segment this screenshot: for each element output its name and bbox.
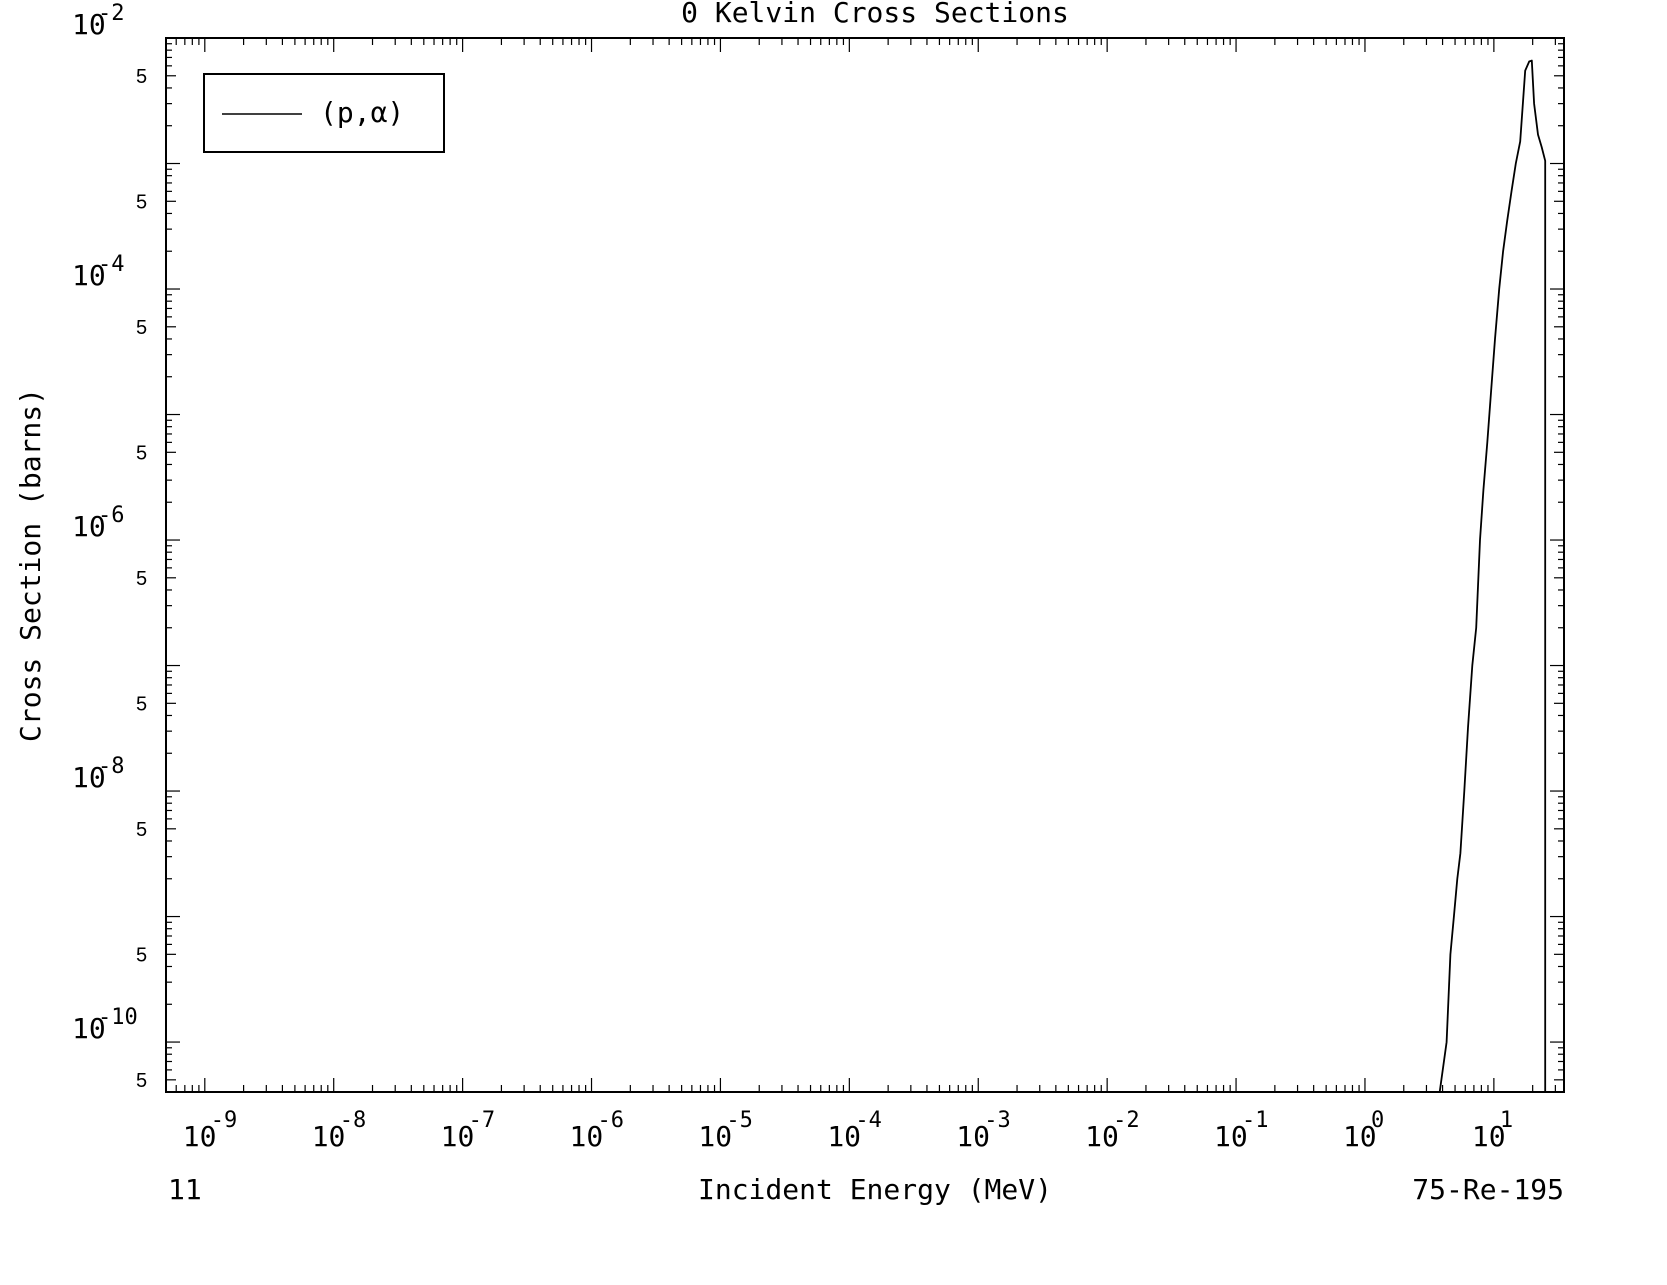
- y-minor-label: 5: [136, 66, 147, 88]
- y-tick-label: 10: [72, 1012, 106, 1045]
- footer-right-nuclide: 75-Re-195: [1412, 1173, 1564, 1206]
- x-tick-exponent: 1: [1500, 1108, 1513, 1133]
- axis-ticks: [165, 37, 1564, 1093]
- y-minor-label: 5: [136, 442, 147, 464]
- x-tick-label: 10: [183, 1120, 217, 1153]
- x-tick-exponent: -4: [855, 1108, 882, 1133]
- x-tick-label: 10: [312, 1120, 346, 1153]
- plot-frame: [165, 37, 1565, 1093]
- x-tick-label: 10: [1085, 1120, 1119, 1153]
- y-minor-label: 5: [136, 1070, 147, 1092]
- x-tick-exponent: 0: [1371, 1108, 1384, 1133]
- legend-label-p-alpha: (p,α): [320, 96, 404, 129]
- x-tick-exponent: -2: [1113, 1108, 1140, 1133]
- y-tick-label: 10: [72, 761, 106, 794]
- chart-title: 0 Kelvin Cross Sections: [681, 0, 1069, 29]
- x-tick-label: 10: [1343, 1120, 1377, 1153]
- x-tick-label: 10: [827, 1120, 861, 1153]
- x-tick-exponent: -5: [726, 1108, 753, 1133]
- y-tick-label: 10: [72, 510, 106, 543]
- footer-left-number: 11: [168, 1173, 202, 1206]
- x-tick-label: 10: [1214, 1120, 1248, 1153]
- y-minor-label: 5: [136, 944, 147, 966]
- y-minor-label: 5: [136, 317, 147, 339]
- x-axis-label: Incident Energy (MeV): [698, 1173, 1052, 1206]
- y-axis-label: Cross Section (barns): [14, 388, 47, 742]
- y-tick-exponent: -2: [98, 1, 125, 26]
- y-minor-label: 5: [136, 693, 147, 715]
- legend: (p,α): [203, 73, 445, 153]
- x-tick-exponent: -8: [340, 1108, 367, 1133]
- y-tick-exponent: -10: [98, 1005, 138, 1030]
- legend-box: [203, 73, 445, 153]
- y-minor-label: 5: [136, 191, 147, 213]
- y-tick-exponent: -4: [98, 252, 125, 277]
- x-tick-label: 10: [1472, 1120, 1506, 1153]
- x-tick-exponent: -1: [1242, 1108, 1269, 1133]
- x-tick-exponent: -9: [211, 1108, 238, 1133]
- x-tick-label: 10: [441, 1120, 475, 1153]
- x-tick-exponent: -6: [598, 1108, 625, 1133]
- series-group: [1438, 59, 1547, 1093]
- y-tick-exponent: -8: [98, 754, 125, 779]
- x-tick-exponent: -3: [984, 1108, 1011, 1133]
- y-tick-label: 10: [72, 259, 106, 292]
- x-tick-label: 10: [570, 1120, 604, 1153]
- series-line-p-alpha: [1438, 59, 1547, 1093]
- x-tick-label: 10: [698, 1120, 732, 1153]
- x-tick-labels: 10-9 10-8 10-7 10-6 10-5 10-4 10-3 10-2 10-1 100 1…: [183, 1108, 1513, 1153]
- x-tick-exponent: -7: [469, 1108, 496, 1133]
- y-tick-label: 10: [72, 8, 106, 41]
- x-tick-label: 10: [956, 1120, 990, 1153]
- y-minor-label: 5: [136, 568, 147, 590]
- y-minor-label: 5: [136, 819, 147, 841]
- y-tick-exponent: -6: [98, 503, 125, 528]
